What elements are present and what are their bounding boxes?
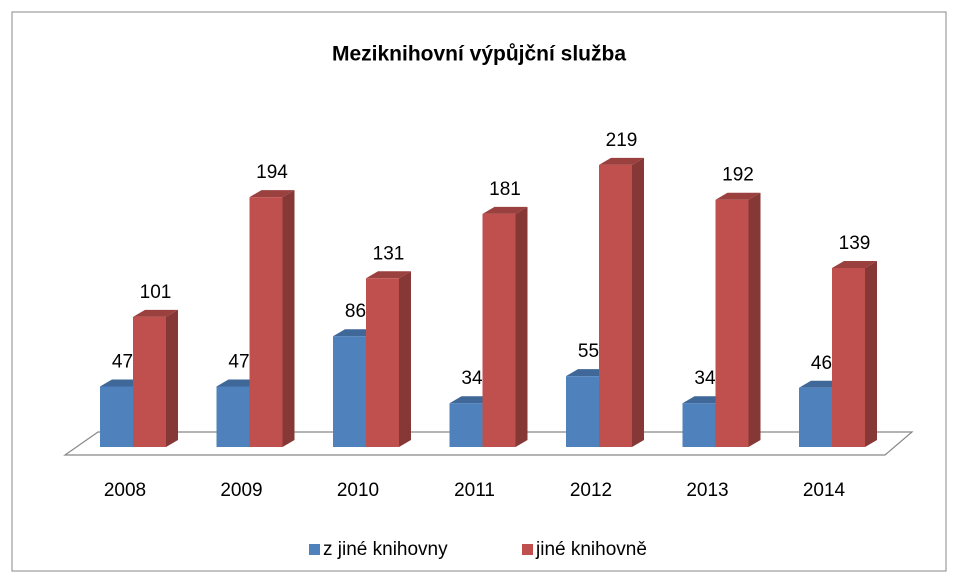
bar — [599, 164, 632, 448]
data-label: 34 — [461, 368, 483, 389]
bar-side — [399, 271, 411, 447]
bar — [249, 197, 283, 447]
bar-side — [282, 190, 295, 448]
data-label: 86 — [345, 301, 366, 322]
bar — [333, 336, 366, 447]
bar — [799, 387, 832, 447]
bar — [366, 278, 399, 447]
data-label: 181 — [489, 179, 521, 200]
bar — [100, 386, 133, 447]
bar — [216, 386, 250, 447]
bar — [715, 199, 749, 447]
data-label: 192 — [722, 165, 754, 186]
legend-swatch — [522, 544, 533, 555]
x-tick-label: 2009 — [220, 480, 262, 501]
x-tick-label: 2011 — [454, 480, 495, 501]
bar — [832, 267, 865, 447]
data-label: 46 — [811, 353, 832, 374]
data-label: 55 — [578, 341, 599, 362]
data-label: 47 — [112, 351, 133, 372]
bar-side — [632, 157, 644, 448]
bar-side — [166, 309, 178, 447]
data-label: 101 — [140, 282, 172, 303]
bar-side — [515, 206, 528, 447]
data-label: 219 — [606, 130, 638, 151]
bar-side — [748, 192, 761, 447]
bar-side — [865, 260, 877, 447]
x-tick-label: 2012 — [570, 480, 612, 501]
bar-top — [249, 190, 295, 198]
data-label: 34 — [694, 368, 716, 389]
bar — [482, 213, 516, 447]
bar-top — [482, 206, 528, 214]
bar-top — [832, 260, 877, 268]
x-tick-label: 2010 — [337, 480, 379, 501]
data-label: 47 — [228, 351, 249, 372]
x-tick-label: 2008 — [104, 480, 146, 501]
legend-swatch — [309, 544, 320, 555]
x-tick-label: 2014 — [803, 480, 846, 501]
bar-top — [715, 192, 761, 200]
data-label: 194 — [256, 162, 288, 183]
legend-label: z jiné knihovny — [323, 539, 448, 560]
chart-title: Meziknihovní výpůjční služba — [332, 43, 626, 66]
bar-top — [366, 271, 411, 279]
bar — [566, 376, 599, 447]
x-tick-label: 2013 — [686, 480, 728, 501]
bar-top — [133, 309, 178, 317]
bar-top — [599, 157, 644, 165]
data-label: 131 — [373, 243, 405, 264]
chart-border — [11, 11, 947, 572]
bar — [133, 316, 166, 447]
legend-label: jiné knihovně — [535, 539, 647, 560]
bar — [682, 403, 716, 447]
bar — [449, 403, 483, 447]
data-label: 139 — [839, 233, 871, 254]
